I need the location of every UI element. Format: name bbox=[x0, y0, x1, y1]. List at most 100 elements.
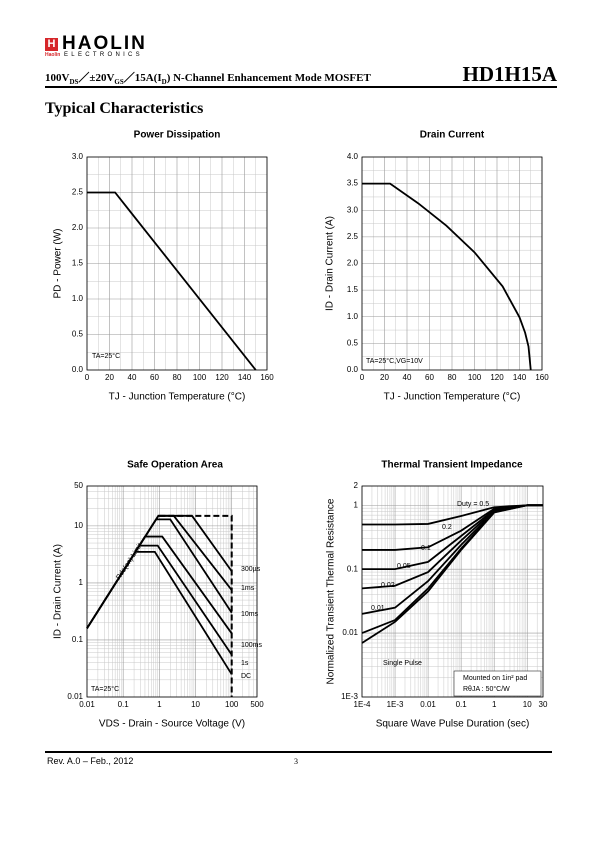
x-tick-label: 140 bbox=[513, 373, 527, 382]
y-tick-label: 1.5 bbox=[72, 259, 84, 268]
series-label: 10ms bbox=[241, 611, 259, 618]
x-axis-label: TJ - Junction Temperature (°C) bbox=[384, 392, 521, 403]
page-number: 3 bbox=[294, 757, 298, 766]
x-tick-label: 0.01 bbox=[420, 700, 436, 709]
note-box bbox=[453, 670, 542, 697]
brand-sub: ELECTRONICS bbox=[64, 52, 143, 58]
y-tick-label: 0.1 bbox=[347, 564, 359, 573]
x-tick-label: 120 bbox=[215, 373, 229, 382]
y-tick-label: 2.5 bbox=[72, 188, 84, 197]
series-label: 0.01 bbox=[371, 605, 385, 612]
y-tick-label: 2.5 bbox=[347, 232, 359, 241]
annotation: RθJA : 50°C/W bbox=[463, 685, 510, 693]
y-tick-label: 3.5 bbox=[347, 179, 359, 188]
series-label: Single Pulse bbox=[383, 660, 422, 667]
x-tick-label: 80 bbox=[173, 373, 182, 382]
chart-title: Power Dissipation bbox=[134, 130, 221, 141]
subtitle: 100VDS／±20VGS／15A(ID) N-Channel Enhancem… bbox=[45, 69, 371, 86]
y-tick-label: 1 bbox=[79, 578, 84, 587]
subtitle-sub: D bbox=[161, 78, 167, 87]
x-tick-label: 1 bbox=[157, 700, 162, 709]
chart-title: Safe Operation Area bbox=[127, 460, 223, 471]
series-label: 0.02 bbox=[381, 582, 395, 589]
x-tick-label: 60 bbox=[150, 373, 159, 382]
x-tick-label: 0 bbox=[360, 373, 365, 382]
annotation: Mounted on 1in² pad bbox=[463, 675, 527, 682]
y-tick-label: 50 bbox=[74, 481, 83, 490]
series-label: 0.05 bbox=[397, 563, 411, 570]
footer-rule bbox=[45, 751, 552, 753]
series-label: 1ms bbox=[241, 585, 255, 592]
revision: Rev. A.0 – Feb., 2012 bbox=[47, 756, 134, 766]
x-tick-label: 100 bbox=[225, 700, 239, 709]
y-axis-label: ID - Drain Current (A) bbox=[325, 216, 336, 311]
series-label: Duty = 0.5 bbox=[457, 501, 489, 508]
y-tick-label: 0.1 bbox=[72, 635, 84, 644]
annotation: TA=25°C,VG=10V bbox=[366, 357, 423, 365]
series-line bbox=[87, 191, 257, 371]
x-tick-label: 500 bbox=[250, 700, 264, 709]
y-tick-label: 2.0 bbox=[347, 259, 359, 268]
x-tick-label: 60 bbox=[425, 373, 434, 382]
x-tick-label: 100 bbox=[468, 373, 482, 382]
series-label: DC bbox=[241, 673, 251, 680]
y-axis-label: Normalized Transient Thermal Resistance bbox=[326, 498, 337, 684]
x-axis-label: Square Wave Pulse Duration (sec) bbox=[376, 719, 530, 730]
y-tick-label: 1E-3 bbox=[341, 692, 358, 701]
subtitle-part: ／±20V bbox=[78, 72, 115, 84]
y-tick-label: 0.5 bbox=[72, 330, 84, 339]
y-tick-label: 3.0 bbox=[347, 205, 359, 214]
chart-title: Drain Current bbox=[420, 130, 485, 141]
series-line bbox=[362, 182, 532, 371]
plot-frame bbox=[86, 156, 268, 371]
x-tick-label: 140 bbox=[238, 373, 252, 382]
x-tick-label: 160 bbox=[535, 373, 549, 382]
x-tick-label: 40 bbox=[403, 373, 412, 382]
y-tick-label: 3.0 bbox=[72, 152, 84, 161]
x-tick-label: 1E-4 bbox=[354, 700, 371, 709]
series-label: 0.2 bbox=[442, 524, 452, 531]
y-tick-label: 2.0 bbox=[72, 223, 84, 232]
section-title: Typical Characteristics bbox=[45, 100, 204, 117]
x-tick-label: 0.1 bbox=[118, 700, 130, 709]
x-axis-label: VDS - Drain - Source Voltage (V) bbox=[99, 719, 245, 730]
x-tick-label: 1E-3 bbox=[387, 700, 404, 709]
series-label: 0.1 bbox=[421, 545, 431, 552]
y-tick-label: 0.0 bbox=[72, 365, 84, 374]
y-tick-label: 10 bbox=[74, 521, 83, 530]
y-axis-label: PD - Power (W) bbox=[53, 229, 64, 299]
y-tick-label: 1.0 bbox=[72, 294, 84, 303]
x-tick-label: 0 bbox=[85, 373, 90, 382]
x-tick-label: 10 bbox=[191, 700, 200, 709]
x-tick-label: 40 bbox=[128, 373, 137, 382]
series-line bbox=[361, 504, 543, 644]
x-tick-label: 160 bbox=[260, 373, 274, 382]
plot-frame bbox=[86, 485, 258, 698]
subtitle-sub: GS bbox=[114, 78, 124, 87]
x-tick-label: 0.01 bbox=[79, 700, 95, 709]
brand: HAOLIN bbox=[62, 33, 147, 54]
x-tick-label: 0.1 bbox=[456, 700, 468, 709]
series-line bbox=[86, 550, 233, 675]
series-label: 100ms bbox=[241, 642, 263, 649]
part-number: HD1H15A bbox=[462, 62, 558, 86]
x-tick-label: 80 bbox=[448, 373, 457, 382]
y-tick-label: 1.5 bbox=[347, 285, 359, 294]
subtitle-part: 100V bbox=[45, 72, 70, 84]
series-label: 300µs bbox=[241, 566, 261, 573]
annotation: TA=25°C bbox=[91, 685, 119, 693]
logo-box: H bbox=[45, 38, 58, 51]
y-tick-label: 4.0 bbox=[347, 152, 359, 161]
series-line bbox=[159, 514, 233, 697]
subtitle-sub: DS bbox=[69, 78, 79, 87]
chart-title: Thermal Transient Impedance bbox=[381, 460, 523, 471]
y-tick-label: 0.5 bbox=[347, 338, 359, 347]
x-tick-label: 120 bbox=[490, 373, 504, 382]
y-tick-label: 2 bbox=[354, 481, 359, 490]
x-tick-label: 1 bbox=[492, 700, 497, 709]
x-tick-label: 20 bbox=[380, 373, 389, 382]
x-tick-label: 10 bbox=[523, 700, 532, 709]
y-tick-label: 1.0 bbox=[347, 312, 359, 321]
x-axis-label: TJ - Junction Temperature (°C) bbox=[109, 392, 246, 403]
